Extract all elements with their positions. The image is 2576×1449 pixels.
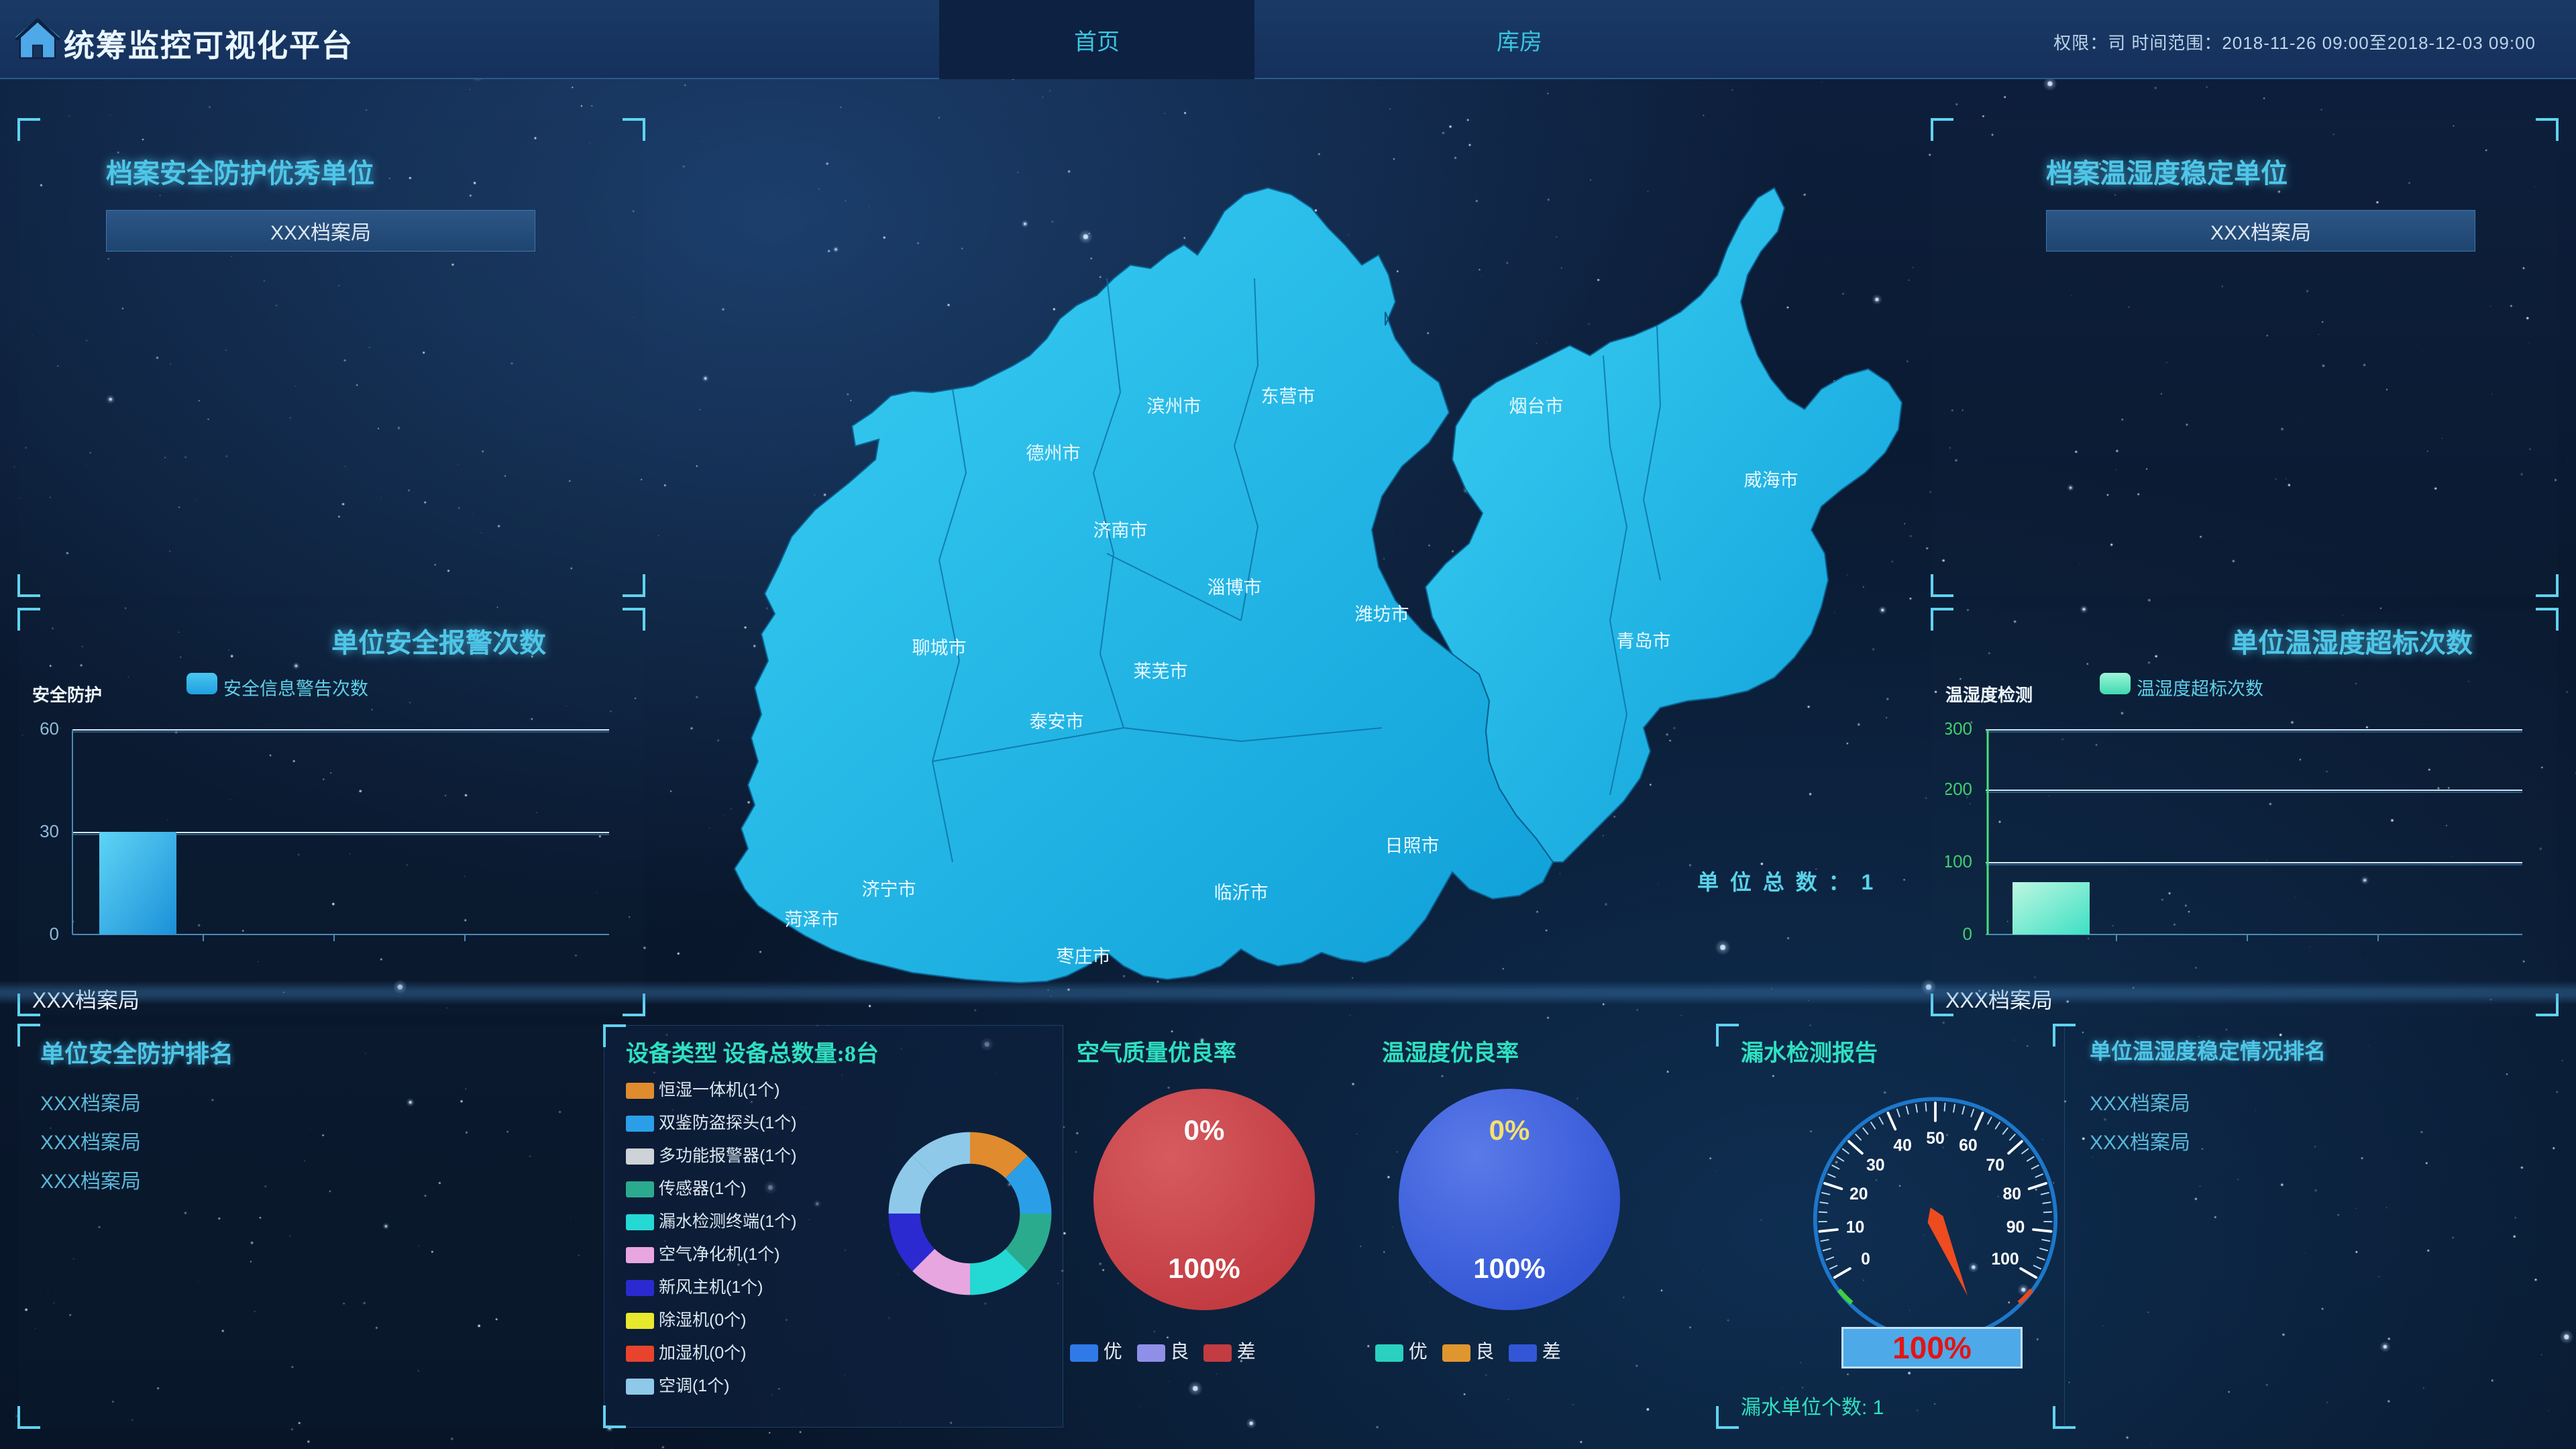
svg-text:日照市: 日照市 [1385,836,1440,856]
svg-text:烟台市: 烟台市 [1509,396,1564,417]
svg-text:济南市: 济南市 [1093,521,1148,541]
svg-text:青岛市: 青岛市 [1617,631,1671,651]
svg-text:临沂市: 临沂市 [1214,883,1269,903]
svg-text:济宁市: 济宁市 [862,879,916,900]
svg-text:潍坊市: 潍坊市 [1355,604,1409,625]
svg-text:菏泽市: 菏泽市 [785,910,839,930]
svg-text:60: 60 [40,718,59,739]
svg-text:德州市: 德州市 [1026,443,1081,464]
svg-text:滨州市: 滨州市 [1147,396,1201,417]
svg-text:威海市: 威海市 [1744,470,1799,490]
svg-text:莱芜市: 莱芜市 [1134,661,1188,682]
svg-text:泰安市: 泰安市 [1030,712,1084,732]
svg-text:30: 30 [40,821,59,841]
svg-text:东营市: 东营市 [1261,386,1316,407]
svg-text:枣庄市: 枣庄市 [1057,947,1111,967]
svg-text:0: 0 [1963,924,1972,944]
svg-text:淄博市: 淄博市 [1208,578,1262,598]
svg-text:0: 0 [50,924,59,944]
svg-text:聊城市: 聊城市 [912,638,967,658]
